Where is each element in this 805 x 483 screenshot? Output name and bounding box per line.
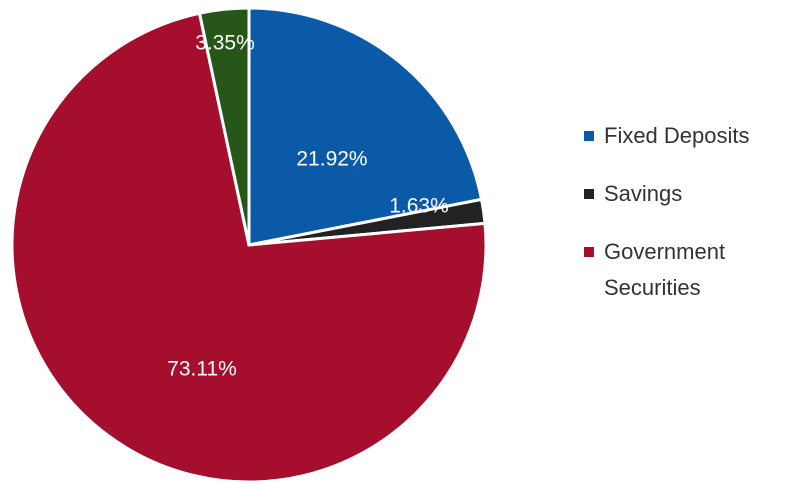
legend-label-fixed-deposits: Fixed Deposits	[604, 123, 750, 148]
legend-item-fixed-deposits: Fixed Deposits	[584, 118, 799, 154]
pie-slices	[10, 6, 488, 483]
legend-swatch-government-securities	[584, 247, 594, 257]
pie-slice-2	[10, 11, 488, 483]
pie-data-label-1: 1.63%	[389, 195, 449, 218]
legend-item-government-securities: Government Securities	[584, 234, 799, 306]
pie-data-label-0: 21.92%	[296, 148, 367, 171]
legend-label-government-securities: Government Securities	[604, 239, 726, 300]
pie-data-labels: 21.92% 1.63% 73.11% 3.35%	[167, 32, 449, 381]
legend-swatch-fixed-deposits	[584, 131, 594, 141]
pie-slice-3	[197, 6, 251, 246]
chart-legend: Fixed Deposits Savings Government Securi…	[584, 118, 799, 328]
legend-label-savings: Savings	[604, 181, 683, 206]
legend-swatch-savings	[584, 189, 594, 199]
pie-data-label-3: 3.35%	[195, 32, 255, 55]
legend-item-savings: Savings	[584, 176, 799, 212]
pie-data-label-2: 73.11%	[167, 358, 237, 381]
pie-slice-0	[247, 6, 484, 247]
